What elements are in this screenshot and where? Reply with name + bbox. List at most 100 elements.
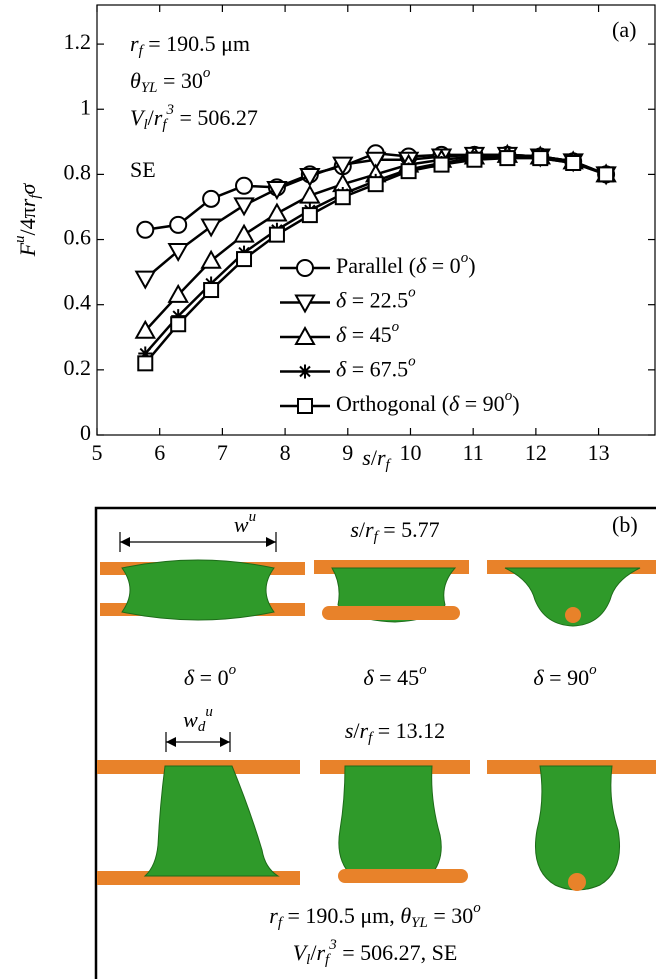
text-segment: θ [130,68,141,93]
marker-shape [297,398,313,414]
text-segment: 3 [165,102,174,118]
marker [167,283,189,303]
caption: Vl/rf3 = 506.27, SE [293,937,458,968]
text-segment: o [392,319,400,335]
marker [134,319,156,339]
panel-label: (b) [612,512,638,537]
droplet [338,765,442,877]
marker [299,168,321,188]
text-segment: f [325,952,331,968]
text-segment: / [371,445,378,470]
marker [266,202,288,222]
marker-shape [466,151,483,168]
text-segment: f [374,529,380,545]
marker-shape [299,184,321,204]
marker-shape [294,325,316,345]
text-segment: l [306,952,310,968]
marker [167,242,189,262]
text-segment: F [15,242,40,257]
text-segment: w [234,512,249,537]
text-segment: s [350,517,359,542]
legend-label: δ = 45o [336,319,400,347]
legend-label: δ = 22.5o [336,285,416,313]
rod-end [568,873,586,891]
marker-shape [294,294,316,314]
text-segment: r [15,198,40,207]
x-tick-label: 10 [399,440,421,465]
marker-shape [235,176,254,195]
text-segment: δ [533,665,544,690]
marker-shape [170,316,187,333]
x-tick-label: 13 [588,440,610,465]
text-segment: d [198,719,206,735]
marker [266,181,288,201]
marker-shape [137,355,154,372]
marker-shape [171,309,186,324]
marker [294,294,316,314]
text-segment: YL [411,915,428,931]
marker [134,270,156,290]
y-tick-label: 0.4 [64,290,92,315]
marker-shape [298,364,312,379]
text-segment: / [359,517,366,542]
marker [138,346,153,361]
text-segment: r [377,445,386,470]
marker [301,207,318,224]
marker [236,251,253,268]
marker-shape [167,242,189,262]
text-segment: f [278,915,284,931]
text-segment: f [162,117,168,133]
text-segment: r [316,940,325,965]
text-segment: f [27,193,43,199]
marker [298,364,312,379]
marker [171,309,186,324]
text-segment: = 5.77 [378,517,440,542]
marker [294,325,316,345]
text-segment: s [345,718,354,743]
text-segment: = 90 [459,391,504,416]
y-tick-label: 0.6 [64,225,92,250]
text-segment: = 90 [544,665,589,690]
marker-shape [203,282,220,299]
text-segment: σ [15,182,40,194]
y-tick-label: 0.2 [64,355,92,380]
text-segment: δ [336,357,347,382]
annotation: SE [130,157,156,182]
x-axis-label: s/rf [362,445,391,473]
text-segment: = 45 [346,322,391,347]
droplet [121,559,275,621]
marker [296,259,314,277]
dimension-label: wu [234,509,256,537]
text-segment: = 22.5 [346,288,408,313]
annotation: Vl/rf3 = 506.27 [130,102,258,133]
marker [299,184,321,204]
text-segment: f [386,457,392,473]
text-segment: Parallel ( [336,253,416,278]
marker [268,226,285,243]
x-tick-label: 5 [92,440,103,465]
marker [170,316,187,333]
marker-shape [200,249,222,269]
marker [400,163,417,180]
droplet-images [97,532,656,891]
text-segment: o [229,662,237,678]
marker-shape [266,181,288,201]
marker [202,189,221,208]
angle-label: δ = 45o [363,662,427,690]
marker [466,151,483,168]
marker-shape [332,156,354,176]
x-tick-label: 12 [525,440,547,465]
marker-shape [268,226,285,243]
marker-shape [200,218,222,238]
text-segment: o [419,662,427,678]
marker [203,282,220,299]
text-segment: o [505,388,513,404]
text-segment: r [130,31,139,56]
text-segment: o [408,354,416,370]
angle-label: δ = 0o [184,662,237,690]
text-segment: δ [336,288,347,313]
panel-b-frame [94,506,656,979]
marker-shape [167,283,189,303]
marker [233,223,255,243]
